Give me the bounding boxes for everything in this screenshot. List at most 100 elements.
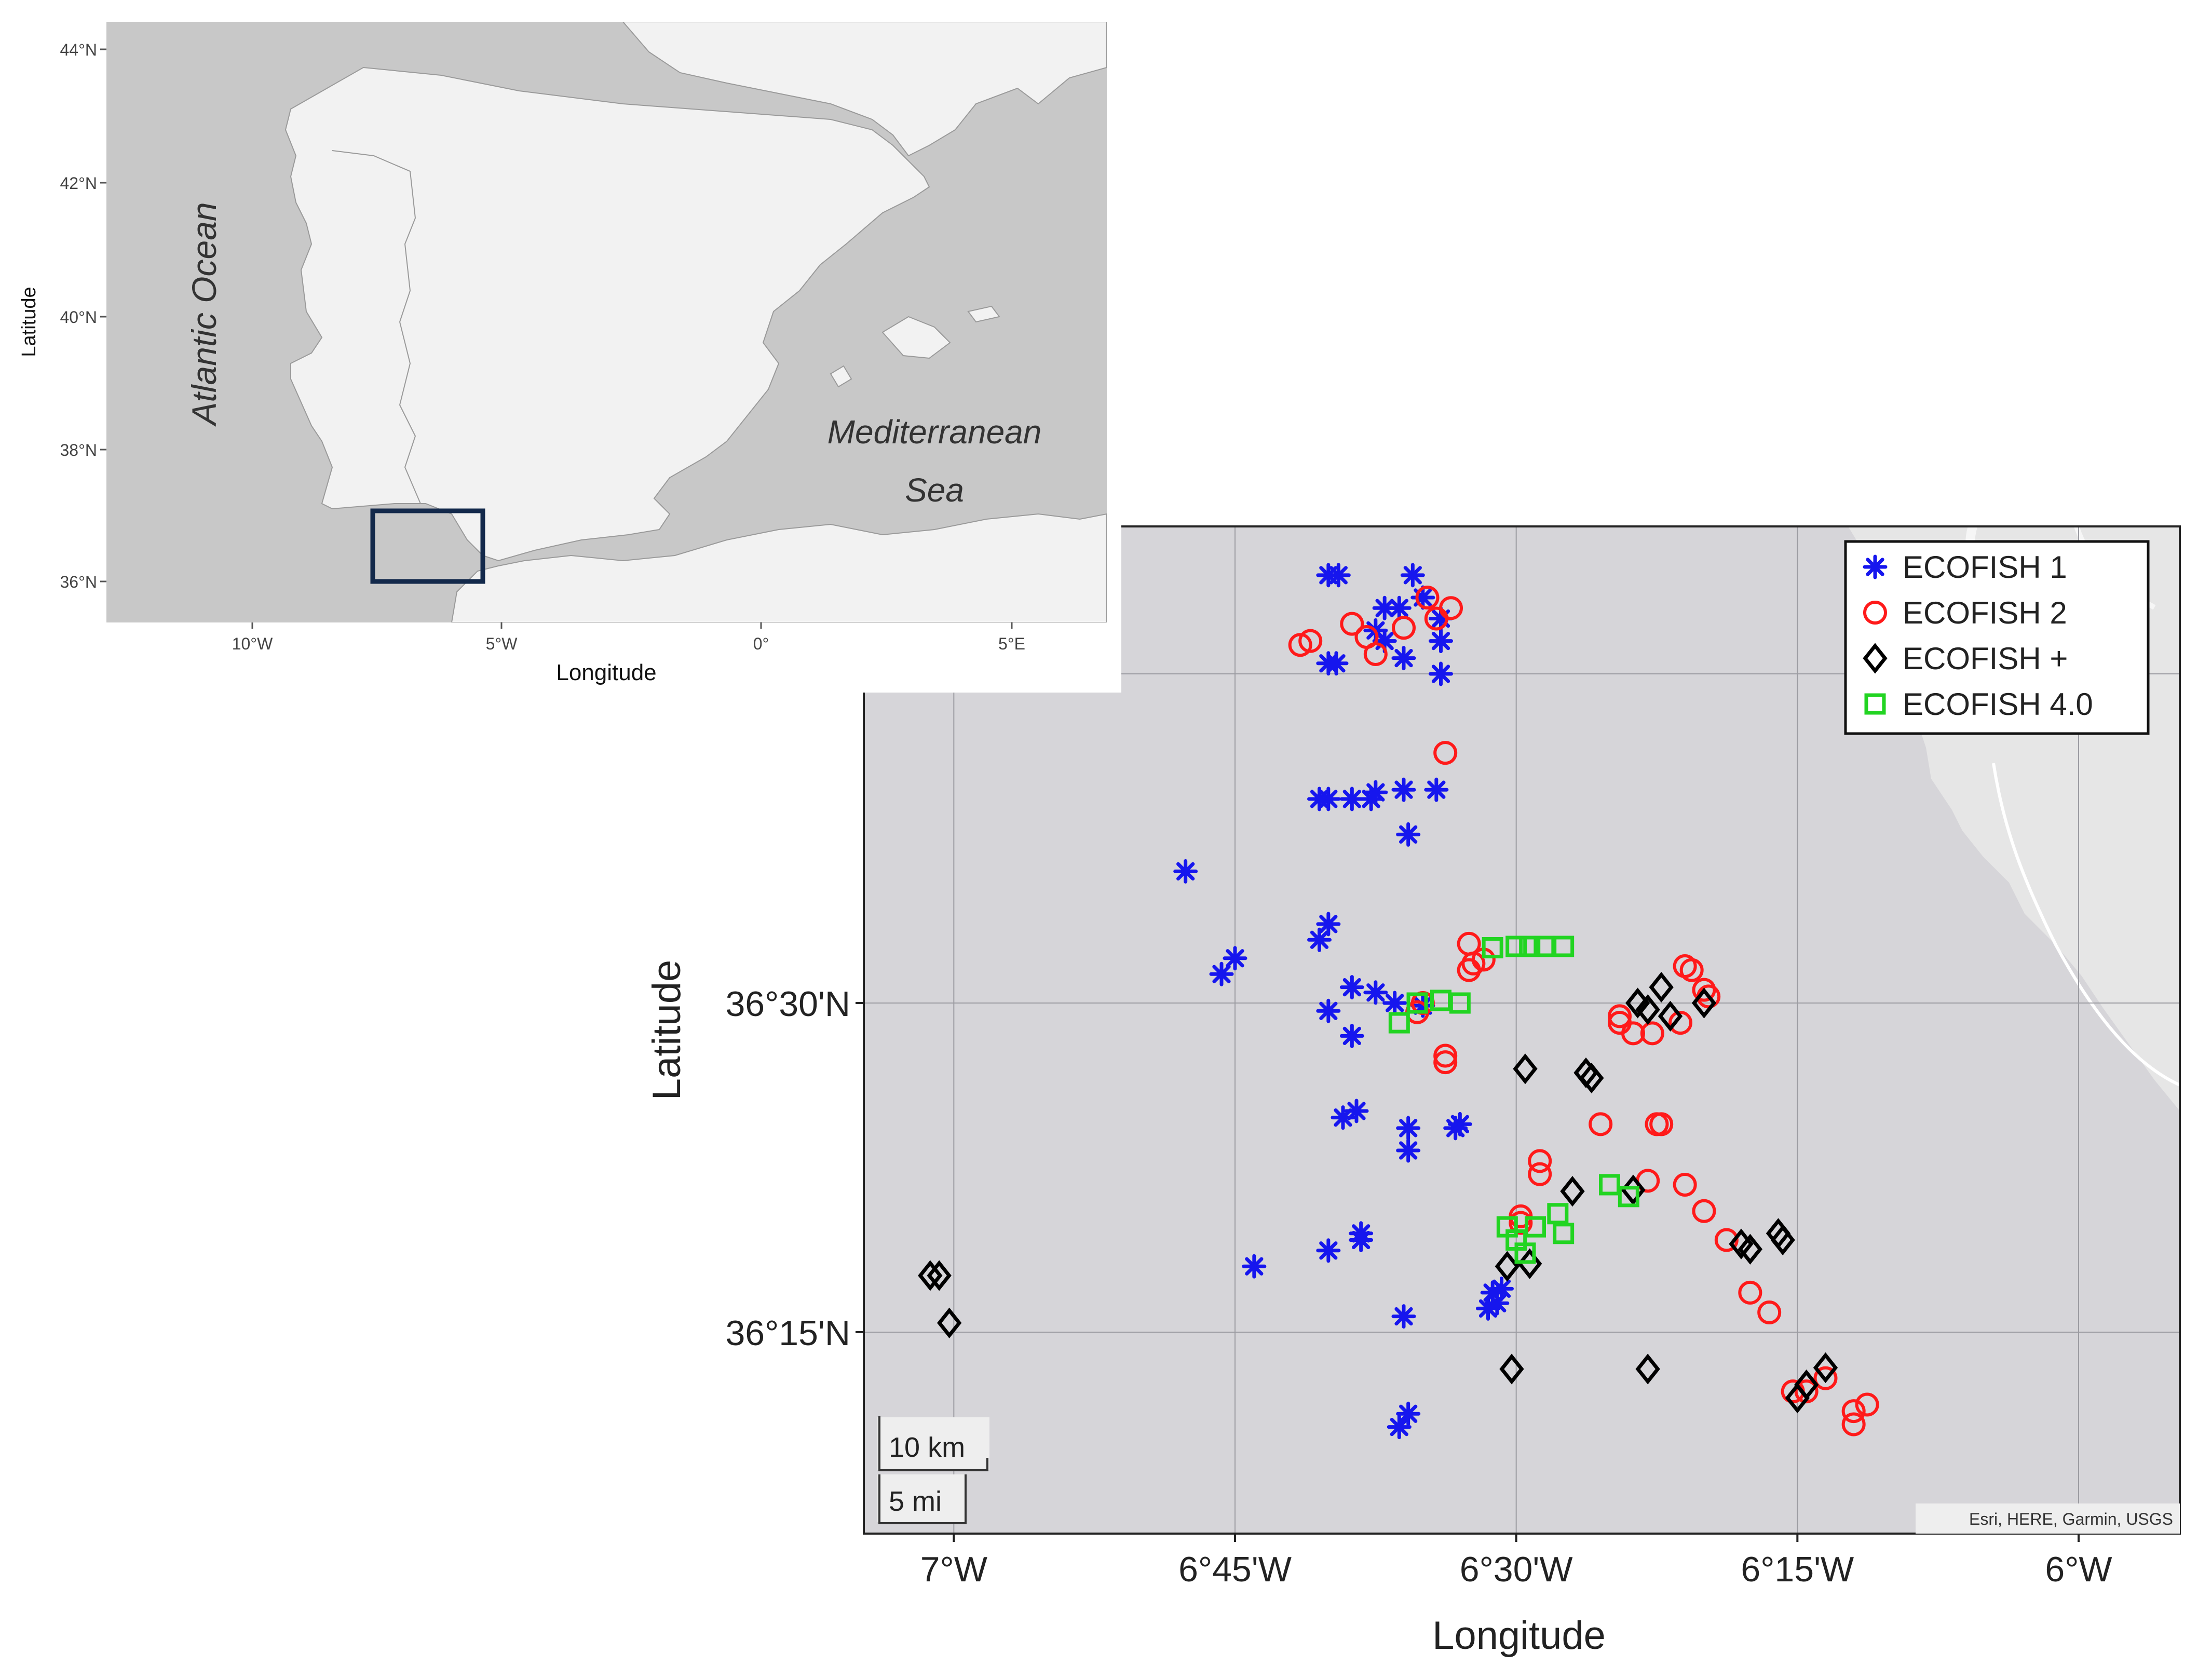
x-tick-label: 7°W: [920, 1550, 987, 1589]
data-point: [1738, 1234, 1763, 1265]
data-point: [1433, 1044, 1458, 1068]
series-ecofish-1: [1173, 563, 1514, 1440]
inset-study-area-box: [370, 508, 485, 584]
data-point: [1316, 998, 1341, 1023]
main-map-xlabel: Longitude: [1432, 1614, 1606, 1658]
inset-portugal-border: [332, 150, 421, 504]
data-point: [1813, 1352, 1838, 1384]
data-point: [1316, 912, 1341, 937]
data-point: [1621, 1174, 1646, 1205]
data-point: [1489, 1276, 1514, 1301]
data-point: [1738, 1280, 1762, 1305]
data-point: [1649, 971, 1674, 1003]
data-point: [1382, 991, 1407, 1015]
data-point: [1173, 859, 1198, 884]
data-point: [1482, 937, 1503, 959]
x-tick-label: 6°30'W: [1460, 1550, 1573, 1589]
data-point: [1635, 1353, 1660, 1385]
inset-atlantic-label: Atlantic Ocean: [185, 202, 223, 427]
legend-label: ECOFISH +: [1903, 641, 2068, 676]
data-point: [1242, 1254, 1267, 1279]
data-point: [1396, 1116, 1421, 1141]
data-point: [1363, 642, 1388, 666]
data-point: [1449, 992, 1471, 1014]
series-ecofish-: [918, 971, 1838, 1414]
data-point: [1349, 1227, 1374, 1252]
data-point: [1621, 1021, 1645, 1046]
data-point: [1658, 1000, 1683, 1032]
data-point: [1415, 585, 1440, 609]
data-point: [1396, 822, 1421, 847]
main-map-road: [1992, 763, 2180, 1087]
data-point: [1813, 1366, 1838, 1390]
main-map-gridlines: [864, 526, 2180, 1534]
inset-xlabel: Longitude: [556, 660, 656, 685]
inset-france-land: [622, 22, 1107, 157]
data-point: [1692, 1199, 1716, 1223]
data-point: [1209, 961, 1234, 986]
data-point: [1547, 1203, 1569, 1225]
series-ecofish-4-0: [1388, 936, 1639, 1264]
legend-label: ECOFISH 2: [1903, 595, 2067, 630]
inset-mallorca: [881, 316, 951, 359]
main-map-x-ticks: 7°W 6°45'W 6°30'W 6°15'W 6°W: [920, 1534, 2112, 1589]
scale-bar-km-box: [877, 1417, 989, 1470]
data-point: [1599, 1174, 1620, 1196]
inset-y-tick-label: 44°N: [60, 40, 98, 59]
scale-bar-km-line: [878, 1416, 988, 1471]
data-point: [1509, 1211, 1533, 1235]
data-point: [1649, 1112, 1674, 1136]
legend-box: [1844, 540, 2150, 735]
scale-bar-mi-line: [878, 1474, 967, 1524]
data-point: [1433, 1050, 1458, 1075]
data-point: [1307, 927, 1332, 952]
data-point: [1514, 1242, 1536, 1264]
data-point: [1579, 1062, 1604, 1094]
data-point: [1640, 1021, 1664, 1046]
data-point: [1757, 1300, 1782, 1324]
data-point: [1505, 936, 1527, 957]
scale-bar-km-label: 10 km: [889, 1432, 965, 1463]
data-point: [1855, 1392, 1879, 1417]
inset-x-tick-label: 5°W: [486, 634, 518, 653]
x-tick-label: 6°W: [2045, 1550, 2112, 1589]
data-point: [1439, 596, 1463, 620]
data-point: [1476, 1296, 1500, 1321]
data-point: [1298, 629, 1323, 653]
data-point: [1560, 1176, 1585, 1207]
data-point: [1316, 1238, 1341, 1263]
inset-mediterranean-label: Mediterranean: [827, 413, 1042, 451]
inset-x-tick-label: 0°: [753, 634, 769, 653]
data-point: [1433, 741, 1458, 765]
data-point: [1391, 1304, 1416, 1329]
data-point: [1679, 958, 1704, 982]
data-point: [1714, 1228, 1739, 1252]
main-map-frame: [863, 525, 2181, 1535]
scale-bar-mi-box: [877, 1474, 967, 1522]
data-point: [1513, 1053, 1538, 1085]
legend-marker: [1863, 601, 1887, 625]
data-point: [1618, 1186, 1639, 1208]
data-point: [1691, 987, 1717, 1019]
inset-minorca: [967, 305, 1000, 323]
main-map-y-ticks: 36°45'N36°30'N36°15'N: [725, 655, 864, 1353]
data-point: [1223, 946, 1247, 971]
legend-label: ECOFISH 4.0: [1903, 687, 2093, 722]
data-point: [1340, 612, 1364, 636]
main-map-points: [918, 563, 1879, 1440]
inset-sea-label: Sea: [905, 471, 964, 509]
inset-map: 44°N 42°N 40°N 38°N 36°N 10°W 5°W 0° 5°E Atlanti…: [0, 0, 1121, 693]
data-point: [1668, 1011, 1692, 1035]
inset-iberia-land: [284, 66, 930, 562]
x-tick-label: 6°15'W: [1741, 1550, 1854, 1589]
data-point: [1429, 629, 1453, 654]
inset-axis-ticks: 44°N 42°N 40°N 38°N 36°N 10°W 5°W 0° 5°E: [60, 40, 1025, 653]
legend-label: ECOFISH 1: [1903, 550, 2067, 585]
data-point: [1635, 994, 1660, 1025]
data-point: [1316, 787, 1341, 811]
data-point: [1396, 1401, 1421, 1426]
data-point: [1396, 1138, 1421, 1163]
data-point: [1326, 563, 1351, 588]
data-point: [1331, 1105, 1355, 1130]
data-point: [918, 1260, 943, 1291]
